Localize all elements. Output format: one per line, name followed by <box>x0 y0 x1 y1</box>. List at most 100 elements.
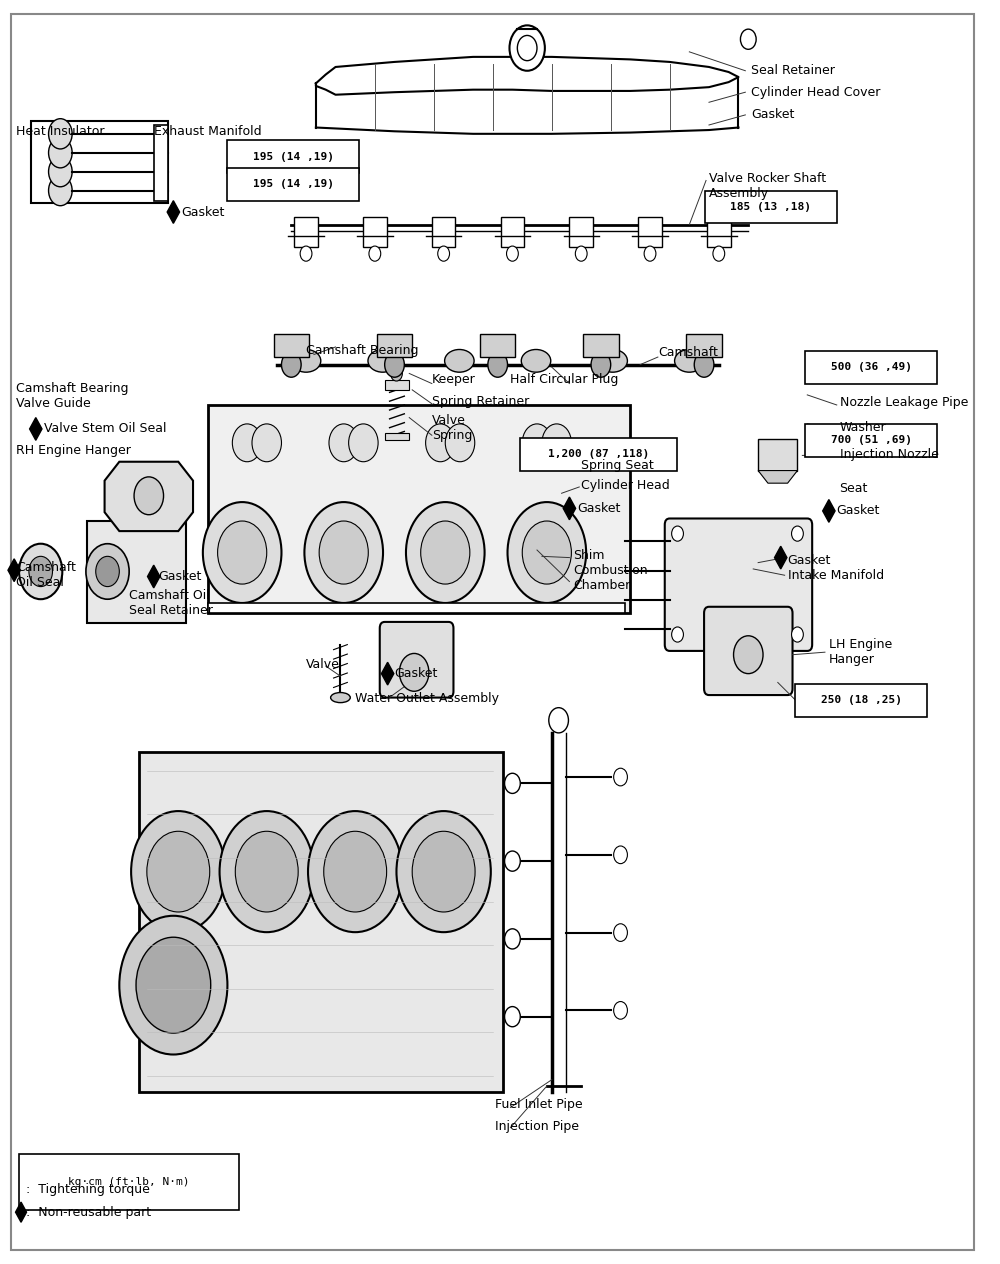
Text: :  Non-reusable part: : Non-reusable part <box>26 1206 151 1218</box>
Circle shape <box>517 35 537 61</box>
Text: Shim: Shim <box>573 549 605 561</box>
Text: Gasket: Gasket <box>394 667 438 680</box>
FancyBboxPatch shape <box>139 752 503 1092</box>
Circle shape <box>672 627 683 642</box>
Circle shape <box>734 636 763 674</box>
FancyBboxPatch shape <box>805 423 937 456</box>
Bar <box>31 121 168 204</box>
Circle shape <box>96 556 119 586</box>
Bar <box>432 217 455 248</box>
Circle shape <box>614 769 627 786</box>
Text: Valve
Spring: Valve Spring <box>432 413 472 441</box>
Circle shape <box>281 351 301 377</box>
Text: Washer: Washer <box>840 421 886 434</box>
Text: Gasket: Gasket <box>181 206 225 219</box>
FancyBboxPatch shape <box>208 404 630 613</box>
Polygon shape <box>775 546 787 569</box>
FancyBboxPatch shape <box>19 1154 239 1210</box>
Text: Gasket: Gasket <box>577 502 621 514</box>
Text: Gasket: Gasket <box>837 504 880 517</box>
Circle shape <box>252 423 281 461</box>
Circle shape <box>203 502 281 603</box>
FancyBboxPatch shape <box>520 437 677 470</box>
FancyBboxPatch shape <box>704 607 793 695</box>
Circle shape <box>349 423 378 461</box>
Circle shape <box>134 477 164 514</box>
Circle shape <box>329 423 358 461</box>
Ellipse shape <box>368 349 397 372</box>
Polygon shape <box>105 461 193 531</box>
Circle shape <box>542 423 571 461</box>
Text: Camshaft Bearing: Camshaft Bearing <box>306 344 419 358</box>
Circle shape <box>421 521 470 584</box>
Circle shape <box>522 521 571 584</box>
FancyBboxPatch shape <box>665 518 812 651</box>
Text: 185 (13 ,18): 185 (13 ,18) <box>730 202 811 212</box>
Bar <box>638 217 662 248</box>
Text: Camshaft: Camshaft <box>658 345 718 359</box>
Text: :  Tightening torque: : Tightening torque <box>26 1183 150 1196</box>
Circle shape <box>319 521 368 584</box>
Circle shape <box>235 832 298 913</box>
Circle shape <box>740 29 756 49</box>
Bar <box>583 335 619 356</box>
Text: kg·cm (ft·lb, N·m): kg·cm (ft·lb, N·m) <box>68 1177 190 1187</box>
Bar <box>501 217 524 248</box>
Text: Spring Retainer: Spring Retainer <box>432 394 529 408</box>
Polygon shape <box>758 470 797 483</box>
Circle shape <box>385 351 404 377</box>
Bar <box>758 439 797 470</box>
Circle shape <box>136 937 211 1033</box>
Text: Injection Pipe: Injection Pipe <box>495 1120 579 1133</box>
Text: Exhaust Manifold: Exhaust Manifold <box>154 125 261 138</box>
Circle shape <box>549 708 568 733</box>
Circle shape <box>509 25 545 71</box>
Circle shape <box>426 423 455 461</box>
Ellipse shape <box>445 349 474 372</box>
Ellipse shape <box>521 349 551 372</box>
Bar <box>363 217 387 248</box>
Text: Cylinder Head Cover: Cylinder Head Cover <box>751 86 881 99</box>
Text: Nozzle Leakage Pipe: Nozzle Leakage Pipe <box>840 396 968 410</box>
Bar <box>274 335 309 356</box>
Circle shape <box>713 246 725 262</box>
Text: Injection Nozzle: Injection Nozzle <box>840 447 939 460</box>
Text: Gasket: Gasket <box>159 570 202 583</box>
Polygon shape <box>16 1202 27 1222</box>
Circle shape <box>49 138 72 168</box>
Bar <box>686 335 722 356</box>
Ellipse shape <box>675 349 704 372</box>
FancyBboxPatch shape <box>227 168 359 201</box>
Bar <box>569 217 593 248</box>
Circle shape <box>522 423 552 461</box>
Circle shape <box>505 1006 520 1026</box>
Circle shape <box>300 246 312 262</box>
Circle shape <box>29 556 52 586</box>
Circle shape <box>19 544 62 599</box>
Circle shape <box>792 526 803 541</box>
Circle shape <box>232 423 262 461</box>
Text: LH Engine
Hanger: LH Engine Hanger <box>829 638 892 666</box>
Circle shape <box>575 246 587 262</box>
Circle shape <box>86 544 129 599</box>
Text: 195 (14 ,19): 195 (14 ,19) <box>253 179 334 190</box>
FancyBboxPatch shape <box>380 622 453 698</box>
Text: Seat: Seat <box>839 482 867 494</box>
Circle shape <box>644 246 656 262</box>
Text: RH Engine Hanger: RH Engine Hanger <box>16 444 131 456</box>
Bar <box>294 217 318 248</box>
Bar <box>154 125 168 201</box>
Circle shape <box>369 246 381 262</box>
Polygon shape <box>30 417 42 440</box>
Bar <box>377 335 412 356</box>
Polygon shape <box>381 662 394 685</box>
Text: Spring Seat: Spring Seat <box>581 459 654 471</box>
Text: Camshaft
Oil Seal: Camshaft Oil Seal <box>16 561 76 589</box>
Circle shape <box>508 502 586 603</box>
Text: Half Circular Plug: Half Circular Plug <box>510 373 619 387</box>
Circle shape <box>218 521 267 584</box>
Circle shape <box>694 351 714 377</box>
Ellipse shape <box>598 349 627 372</box>
Ellipse shape <box>331 693 350 703</box>
Bar <box>208 603 625 613</box>
